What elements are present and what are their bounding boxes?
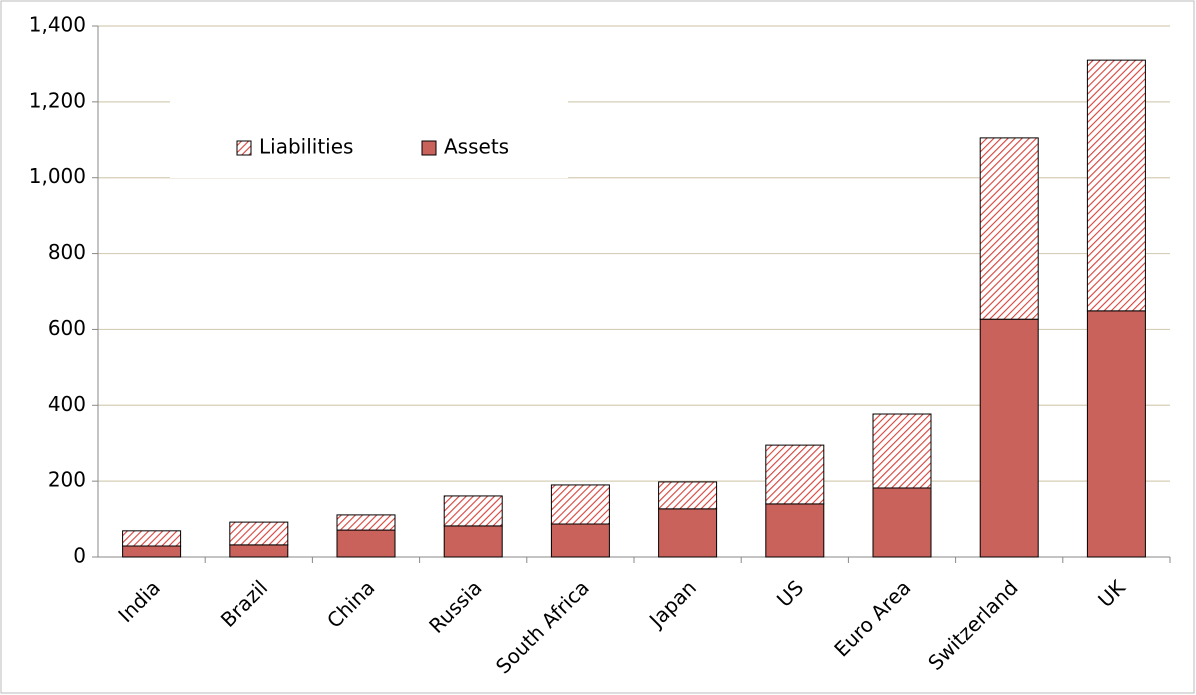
bar-segment	[1086, 59, 1146, 312]
bar-segment	[872, 487, 932, 558]
bar-segment	[658, 481, 718, 510]
bar-segment	[765, 444, 825, 505]
bar-segment	[122, 545, 182, 558]
bar-segment	[550, 484, 610, 525]
y-tick-label: 0	[73, 544, 86, 568]
legend-label: Assets	[444, 135, 509, 159]
y-tick-label: 1,400	[29, 13, 86, 37]
bar-segment	[229, 521, 289, 546]
bar-segment	[550, 523, 610, 558]
legend-swatch	[236, 140, 252, 156]
bar-segment	[979, 137, 1039, 320]
bar-segment	[336, 529, 396, 558]
y-tick-label: 800	[48, 240, 86, 264]
bar-segment	[872, 413, 932, 489]
bar-segment	[122, 530, 182, 547]
bar-segment	[1086, 310, 1146, 558]
bar-segment	[443, 525, 503, 558]
y-tick-label: 1,000	[29, 164, 86, 188]
bar-segment	[765, 503, 825, 558]
bar-segment	[443, 495, 503, 527]
y-tick-label: 200	[48, 468, 86, 492]
y-tick-label: 1,200	[29, 88, 86, 112]
bar-segment	[336, 514, 396, 531]
y-tick-label: 600	[48, 316, 86, 340]
legend-label: Liabilities	[259, 135, 353, 159]
legend-swatch	[421, 140, 437, 156]
legend-box	[170, 96, 568, 178]
bar-segment	[229, 544, 289, 558]
bar-segment	[658, 508, 718, 558]
bar-segment	[979, 318, 1039, 558]
y-tick-label: 400	[48, 392, 86, 416]
